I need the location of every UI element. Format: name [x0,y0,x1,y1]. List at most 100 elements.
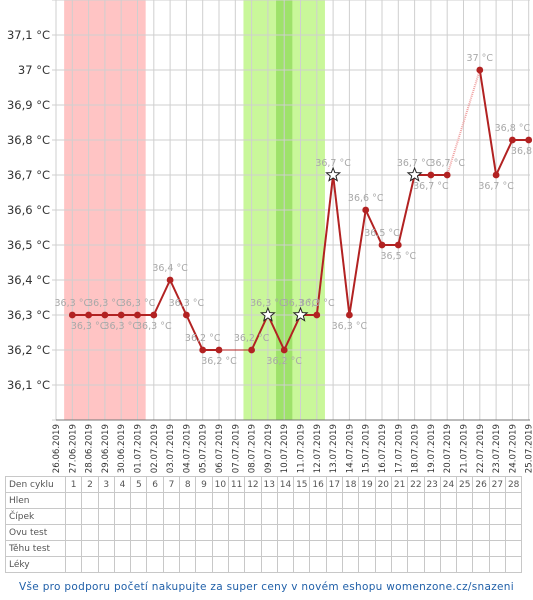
table-cell[interactable] [472,556,490,573]
table-cell[interactable] [97,556,115,573]
table-cell[interactable] [342,524,360,541]
table-cell[interactable] [374,556,392,573]
table-cell[interactable] [439,492,458,509]
table-cell[interactable] [505,492,523,509]
table-cell[interactable] [276,524,295,541]
table-cell[interactable] [64,492,83,509]
table-cell[interactable] [407,540,425,557]
table-cell[interactable] [179,524,197,541]
table-cell[interactable] [260,508,278,525]
table-cell[interactable] [374,524,392,541]
table-cell[interactable] [211,556,229,573]
table-cell[interactable] [146,492,164,509]
table-cell[interactable] [146,540,164,557]
table-cell[interactable] [472,508,490,525]
table-cell[interactable] [456,556,474,573]
table-cell[interactable] [325,524,344,541]
table-cell[interactable] [162,492,181,509]
table-cell[interactable] [407,556,425,573]
table-cell[interactable] [276,540,295,557]
table-cell[interactable] [358,492,376,509]
table-cell[interactable] [81,508,99,525]
table-cell[interactable] [81,492,99,509]
table-cell[interactable] [358,556,376,573]
table-cell[interactable] [162,556,181,573]
table-cell[interactable] [244,556,262,573]
table-cell[interactable] [81,540,99,557]
table-cell[interactable] [113,540,132,557]
table-cell[interactable] [227,540,246,557]
table-cell[interactable] [456,524,474,541]
table-cell[interactable] [260,540,278,557]
table-cell[interactable] [488,508,507,525]
table-cell[interactable] [342,540,360,557]
table-cell[interactable] [97,492,115,509]
table-cell[interactable] [195,508,213,525]
table-cell[interactable] [374,508,392,525]
table-cell[interactable] [358,540,376,557]
table-cell[interactable] [130,556,148,573]
table-cell[interactable] [113,524,132,541]
table-cell[interactable] [130,540,148,557]
table-cell[interactable] [488,540,507,557]
table-cell[interactable] [130,492,148,509]
table-cell[interactable] [113,556,132,573]
table-cell[interactable] [211,540,229,557]
table-cell[interactable] [162,524,181,541]
table-cell[interactable] [325,508,344,525]
table-cell[interactable] [472,524,490,541]
table-cell[interactable] [227,508,246,525]
table-cell[interactable] [293,508,311,525]
table-cell[interactable] [211,508,229,525]
table-cell[interactable] [488,556,507,573]
table-cell[interactable] [374,540,392,557]
table-cell[interactable] [211,492,229,509]
table-cell[interactable] [472,492,490,509]
table-cell[interactable] [244,524,262,541]
table-cell[interactable] [293,492,311,509]
table-cell[interactable] [293,556,311,573]
table-cell[interactable] [179,492,197,509]
table-cell[interactable] [227,524,246,541]
table-cell[interactable] [162,540,181,557]
table-cell[interactable] [309,540,327,557]
table-cell[interactable] [309,524,327,541]
table-cell[interactable] [179,508,197,525]
table-cell[interactable] [276,492,295,509]
table-cell[interactable] [276,556,295,573]
table-cell[interactable] [260,524,278,541]
table-cell[interactable] [439,524,458,541]
table-cell[interactable] [293,540,311,557]
table-cell[interactable] [260,556,278,573]
table-cell[interactable] [195,492,213,509]
table-cell[interactable] [456,492,474,509]
table-cell[interactable] [113,492,132,509]
table-cell[interactable] [146,556,164,573]
table-cell[interactable] [439,508,458,525]
table-cell[interactable] [81,524,99,541]
table-cell[interactable] [342,508,360,525]
table-cell[interactable] [146,524,164,541]
table-cell[interactable] [456,508,474,525]
table-cell[interactable] [407,508,425,525]
table-cell[interactable] [309,508,327,525]
table-cell[interactable] [64,524,83,541]
table-cell[interactable] [358,508,376,525]
table-cell[interactable] [358,524,376,541]
table-cell[interactable] [179,540,197,557]
table-cell[interactable] [423,508,441,525]
table-cell[interactable] [423,556,441,573]
table-cell[interactable] [97,524,115,541]
table-cell[interactable] [505,508,523,525]
table-cell[interactable] [260,492,278,509]
table-cell[interactable] [64,508,83,525]
table-cell[interactable] [342,492,360,509]
table-cell[interactable] [439,540,458,557]
table-cell[interactable] [64,540,83,557]
table-cell[interactable] [423,524,441,541]
table-cell[interactable] [113,508,132,525]
table-cell[interactable] [390,508,409,525]
table-cell[interactable] [97,540,115,557]
table-cell[interactable] [342,556,360,573]
table-cell[interactable] [146,508,164,525]
